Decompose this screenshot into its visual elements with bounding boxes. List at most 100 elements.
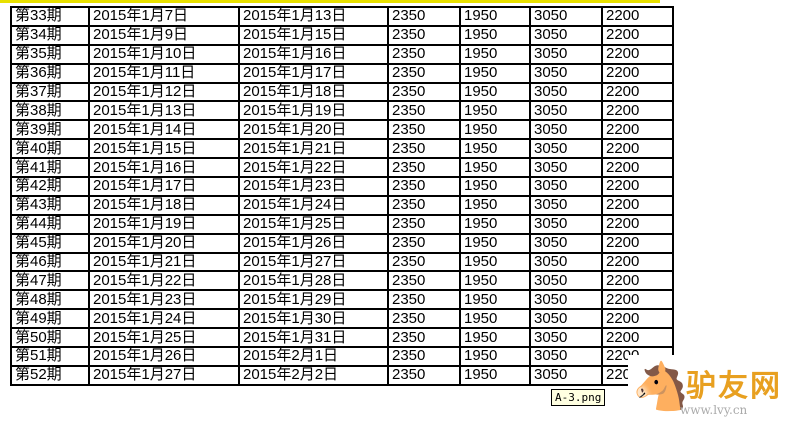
table-cell: 2015年1月20日 — [88, 232, 240, 254]
table-cell: 3050 — [529, 62, 603, 84]
table-cell: 第46期 — [10, 251, 90, 273]
table-cell: 2015年1月26日 — [88, 346, 240, 367]
table-row: 第33期 2015年1月7日 2015年1月13日 2350 1950 3050 2200 — [10, 6, 674, 27]
table-cell: 2015年1月15日 — [88, 138, 240, 160]
table-cell: 2015年1月21日 — [238, 138, 389, 160]
table-cell: 第42期 — [10, 176, 90, 197]
table-cell: 2015年1月25日 — [88, 327, 240, 349]
table-cell: 2015年1月10日 — [88, 43, 240, 65]
table-cell: 第43期 — [10, 194, 90, 216]
table-cell: 3050 — [529, 327, 603, 349]
table-cell: 2200 — [601, 308, 674, 330]
table-cell: 2350 — [387, 81, 461, 103]
table-cell: 2015年1月22日 — [88, 270, 240, 292]
table-cell: 3050 — [529, 194, 603, 216]
filename-tooltip: A-3.png — [551, 389, 606, 406]
table-row: 第34期 2015年1月9日 2015年1月15日 2350 1950 3050 2200 — [10, 24, 674, 46]
table-cell: 1950 — [459, 138, 531, 160]
table-cell: 2015年1月23日 — [238, 176, 389, 197]
table-cell: 2015年1月17日 — [88, 176, 240, 197]
table-cell: 1950 — [459, 157, 531, 179]
table-cell: 2015年1月13日 — [238, 6, 389, 27]
table-cell: 2015年1月18日 — [238, 81, 389, 103]
table-cell: 第41期 — [10, 157, 90, 179]
table-row: 第46期 2015年1月21日 2015年1月27日 2350 1950 3050 2200 — [10, 251, 674, 273]
table-cell: 2015年1月16日 — [88, 157, 240, 179]
table-cell: 2350 — [387, 176, 461, 197]
table-row: 第50期 2015年1月25日 2015年1月31日 2350 1950 3050 2200 — [10, 327, 674, 349]
table-cell: 2015年1月24日 — [238, 194, 389, 216]
logo-url: www.lvy.cn — [680, 403, 748, 417]
table-cell: 2200 — [601, 327, 674, 349]
table-cell: 2200 — [601, 138, 674, 160]
table-cell: 第50期 — [10, 327, 90, 349]
table-cell: 2015年1月21日 — [88, 251, 240, 273]
table-cell: 1950 — [459, 24, 531, 46]
table-cell: 第34期 — [10, 24, 90, 46]
table-row: 第51期 2015年1月26日 2015年2月1日 2350 1950 3050 2200 — [10, 346, 674, 367]
table-cell: 2015年1月31日 — [238, 327, 389, 349]
table-cell: 2200 — [601, 251, 674, 273]
table-cell: 1950 — [459, 346, 531, 367]
logo-text: 驴友网 — [686, 369, 782, 404]
table-cell: 2200 — [601, 194, 674, 216]
table-cell: 第49期 — [10, 308, 90, 330]
table-cell: 2350 — [387, 364, 461, 386]
table-cell: 1950 — [459, 327, 531, 349]
table-cell: 2200 — [601, 24, 674, 46]
table-cell: 3050 — [529, 81, 603, 103]
table-row: 第42期 2015年1月17日 2015年1月23日 2350 1950 3050 2200 — [10, 176, 674, 197]
watermark-logo: 🐴 驴友网 www.lvy.cn — [628, 355, 792, 431]
table-cell: 1950 — [459, 100, 531, 122]
table-row: 第39期 2015年1月14日 2015年1月20日 2350 1950 3050 2200 — [10, 119, 674, 141]
table-row: 第44期 2015年1月19日 2015年1月25日 2350 1950 3050 2200 — [10, 213, 674, 235]
table-row: 第48期 2015年1月23日 2015年1月29日 2350 1950 3050 2200 — [10, 289, 674, 311]
table-cell: 1950 — [459, 194, 531, 216]
table-cell: 2015年1月24日 — [88, 308, 240, 330]
table-row: 第47期 2015年1月22日 2015年1月28日 2350 1950 3050 2200 — [10, 270, 674, 292]
table-cell: 2350 — [387, 289, 461, 311]
table-row: 第35期 2015年1月10日 2015年1月16日 2350 1950 3050 2200 — [10, 43, 674, 65]
table-cell: 2015年1月14日 — [88, 119, 240, 141]
table-cell: 3050 — [529, 157, 603, 179]
table-cell: 第51期 — [10, 346, 90, 367]
table-cell: 2350 — [387, 213, 461, 235]
table-cell: 3050 — [529, 346, 603, 367]
schedule-table: 第33期 2015年1月7日 2015年1月13日 2350 1950 3050 2200 第… — [10, 6, 674, 386]
table-cell: 第52期 — [10, 364, 90, 386]
table-cell: 1950 — [459, 232, 531, 254]
table-cell: 2015年1月23日 — [88, 289, 240, 311]
table-cell: 2015年1月30日 — [238, 308, 389, 330]
table-cell: 第33期 — [10, 6, 90, 27]
table-cell: 第44期 — [10, 213, 90, 235]
table-cell: 2015年1月15日 — [238, 24, 389, 46]
table-cell: 2350 — [387, 346, 461, 367]
table-cell: 2015年1月19日 — [238, 100, 389, 122]
table-cell: 2350 — [387, 62, 461, 84]
table-cell: 第40期 — [10, 138, 90, 160]
table-cell: 2350 — [387, 6, 461, 27]
table-row: 第43期 2015年1月18日 2015年1月24日 2350 1950 3050 2200 — [10, 194, 674, 216]
table-cell: 2350 — [387, 327, 461, 349]
table-cell: 2015年1月13日 — [88, 100, 240, 122]
table-cell: 2015年1月7日 — [88, 6, 240, 27]
table-cell: 3050 — [529, 308, 603, 330]
table-cell: 1950 — [459, 62, 531, 84]
table-row: 第41期 2015年1月16日 2015年1月22日 2350 1950 3050 2200 — [10, 157, 674, 179]
table-cell: 1950 — [459, 364, 531, 386]
table-cell: 2200 — [601, 6, 674, 27]
table-cell: 2015年1月29日 — [238, 289, 389, 311]
table-row: 第45期 2015年1月20日 2015年1月26日 2350 1950 3050 2200 — [10, 232, 674, 254]
table-cell: 2350 — [387, 194, 461, 216]
table-cell: 2015年1月12日 — [88, 81, 240, 103]
table-cell: 2015年1月9日 — [88, 24, 240, 46]
table-row: 第38期 2015年1月13日 2015年1月19日 2350 1950 3050 2200 — [10, 100, 674, 122]
table-cell: 1950 — [459, 119, 531, 141]
table-cell: 2200 — [601, 81, 674, 103]
table-cell: 3050 — [529, 119, 603, 141]
table-cell: 2015年1月19日 — [88, 213, 240, 235]
table-cell: 2015年1月22日 — [238, 157, 389, 179]
table-cell: 3050 — [529, 213, 603, 235]
table-cell: 2200 — [601, 157, 674, 179]
table-cell: 1950 — [459, 270, 531, 292]
